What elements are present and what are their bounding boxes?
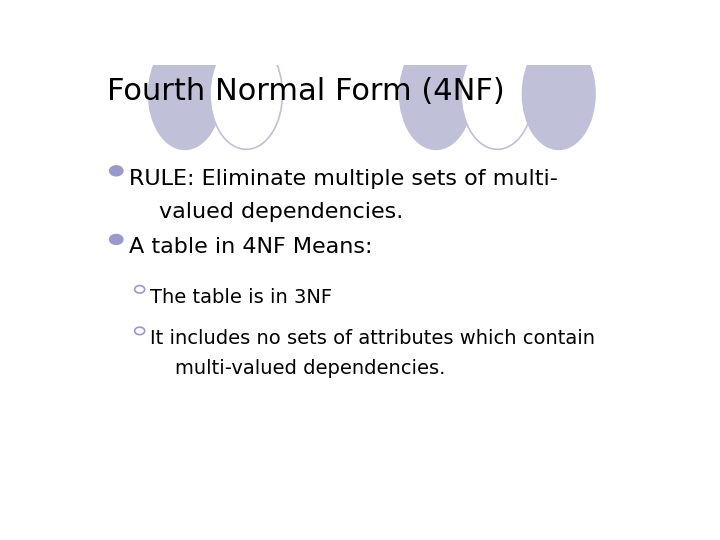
Text: The table is in 3NF: The table is in 3NF (150, 288, 333, 307)
Text: Fourth Normal Form (4NF): Fourth Normal Form (4NF) (107, 77, 505, 106)
Circle shape (135, 327, 145, 335)
Text: multi-valued dependencies.: multi-valued dependencies. (176, 359, 446, 378)
Text: RULE: Eliminate multiple sets of multi-: RULE: Eliminate multiple sets of multi- (128, 168, 557, 189)
Text: A table in 4NF Means:: A table in 4NF Means: (128, 238, 372, 258)
Circle shape (109, 234, 123, 245)
Text: It includes no sets of attributes which contain: It includes no sets of attributes which … (150, 329, 595, 348)
Ellipse shape (461, 38, 534, 150)
Ellipse shape (210, 38, 282, 150)
Circle shape (135, 286, 145, 293)
Ellipse shape (400, 38, 472, 150)
Circle shape (109, 166, 123, 176)
Text: valued dependencies.: valued dependencies. (159, 202, 403, 222)
Ellipse shape (148, 38, 221, 150)
Ellipse shape (523, 38, 595, 150)
